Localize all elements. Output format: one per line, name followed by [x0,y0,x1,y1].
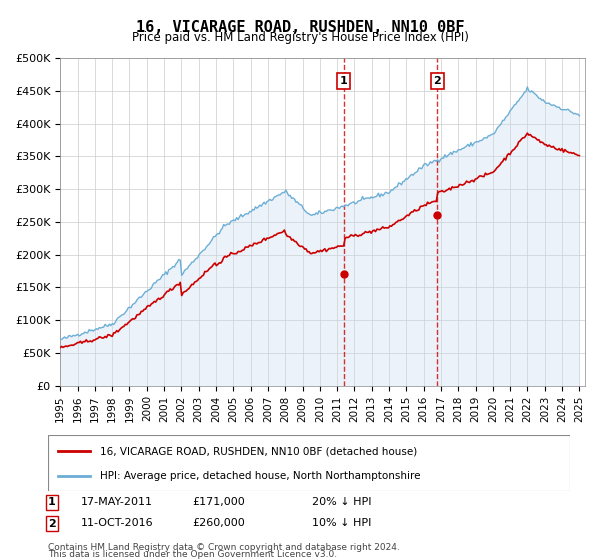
Text: 10% ↓ HPI: 10% ↓ HPI [312,518,371,528]
FancyBboxPatch shape [48,436,570,492]
Text: 16, VICARAGE ROAD, RUSHDEN, NN10 0BF: 16, VICARAGE ROAD, RUSHDEN, NN10 0BF [136,20,464,35]
Text: Price paid vs. HM Land Registry's House Price Index (HPI): Price paid vs. HM Land Registry's House … [131,31,469,44]
Text: 2: 2 [48,519,56,529]
Text: This data is licensed under the Open Government Licence v3.0.: This data is licensed under the Open Gov… [48,550,337,559]
Text: 16, VICARAGE ROAD, RUSHDEN, NN10 0BF (detached house): 16, VICARAGE ROAD, RUSHDEN, NN10 0BF (de… [100,446,418,456]
Text: £171,000: £171,000 [192,497,245,507]
Text: £260,000: £260,000 [192,518,245,528]
Text: Contains HM Land Registry data © Crown copyright and database right 2024.: Contains HM Land Registry data © Crown c… [48,543,400,552]
Text: 1: 1 [340,76,347,86]
Text: 17-MAY-2011: 17-MAY-2011 [81,497,153,507]
Text: 1: 1 [48,497,56,507]
Text: 20% ↓ HPI: 20% ↓ HPI [312,497,371,507]
Text: HPI: Average price, detached house, North Northamptonshire: HPI: Average price, detached house, Nort… [100,471,421,480]
Text: 11-OCT-2016: 11-OCT-2016 [81,518,154,528]
Text: 2: 2 [433,76,441,86]
